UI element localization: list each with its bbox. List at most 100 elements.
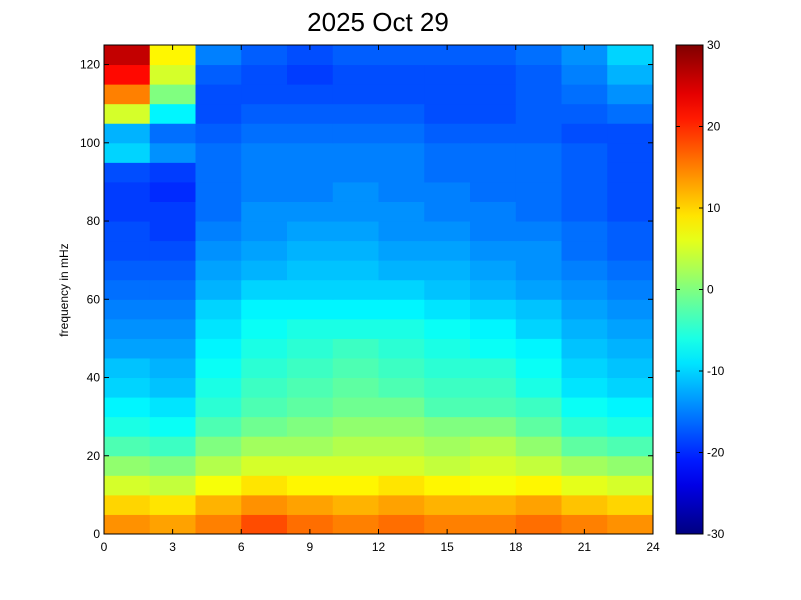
heatmap-cell [561,201,608,222]
heatmap-cell [195,436,242,457]
heatmap-cell [332,103,379,124]
heatmap-cell [470,357,517,379]
heatmap-cell [287,240,334,261]
heatmap-cell [561,123,608,144]
heatmap-cell [287,181,334,202]
heatmap-cell [104,103,151,124]
y-tick-label: 100 [80,136,100,150]
heatmap-cell [287,64,334,85]
heatmap-cell [561,260,608,281]
heatmap-cell [561,279,608,300]
heatmap-cell [378,240,425,261]
heatmap-cell [515,397,562,418]
heatmap-cell [378,84,425,105]
heatmap-cell [378,475,425,496]
heatmap-cell [287,45,334,66]
heatmap-cell [561,64,608,85]
heatmap-cell [378,455,425,476]
heatmap-cell [332,357,379,379]
heatmap-cell [515,455,562,476]
heatmap-cell [104,436,151,457]
heatmap-cell [424,103,471,124]
heatmap-cell [561,416,608,437]
heatmap-cell [378,377,425,398]
heatmap-cell [607,475,654,496]
heatmap-cell [470,416,517,437]
heatmap-cell [424,377,471,398]
y-tick-label: 80 [87,214,101,228]
colorbar-tick-label: 0 [707,283,714,297]
heatmap-cell [378,45,425,66]
heatmap-cell [561,45,608,66]
heatmap-cell [332,45,379,66]
heatmap-cell [195,279,242,300]
x-tick-label: 6 [238,540,245,554]
heatmap-cell [287,123,334,144]
heatmap-cell [241,84,288,105]
heatmap-cell [561,162,608,183]
heatmap-cell [104,338,151,359]
heatmap-cell [561,240,608,261]
heatmap-cell [470,201,517,222]
heatmap-cell [424,240,471,261]
heatmap-cell [195,260,242,281]
heatmap-cell [607,201,654,222]
heatmap-cell [332,64,379,85]
colorbar-tick-label: -30 [707,527,725,541]
heatmap-cell [332,514,379,535]
heatmap-cell [332,436,379,457]
heatmap-cell [607,221,654,242]
heatmap-cell [104,221,151,242]
heatmap-cell [424,416,471,437]
heatmap-cell [424,64,471,85]
heatmap-cell [287,318,334,339]
heatmap-cell [607,436,654,457]
heatmap-cell [241,436,288,457]
heatmap-cell [332,299,379,320]
heatmap-cell [470,318,517,339]
heatmap-cell [424,260,471,281]
heatmap-cell [515,260,562,281]
heatmap-cell [195,201,242,222]
heatmap-cell [149,377,196,398]
heatmap-cell [424,436,471,457]
heatmap-cell [241,279,288,300]
heatmap-cell [515,84,562,105]
y-tick-label: 40 [87,371,101,385]
heatmap-cell [104,377,151,398]
heatmap-cell [607,494,654,515]
heatmap-cell [287,377,334,398]
heatmap-cell [149,103,196,124]
heatmap-cell [287,475,334,496]
heatmap-cell [561,221,608,242]
heatmap-cell [470,123,517,144]
heatmap-cell [561,142,608,163]
heatmap-cell [470,514,517,535]
heatmap-cell [378,279,425,300]
heatmap-cell [241,103,288,124]
heatmap-cell [195,416,242,437]
heatmap-cell [515,45,562,66]
heatmap-cell [607,103,654,124]
heatmap-cell [241,240,288,261]
heatmap-cell [470,181,517,202]
heatmap-cell [424,221,471,242]
colorbar-tick-label: 30 [707,38,721,52]
heatmap-cell [424,514,471,535]
heatmap-cell [515,514,562,535]
heatmap-cell [470,162,517,183]
heatmap-cell [195,455,242,476]
heatmap-cell [332,181,379,202]
heatmap-cell [241,142,288,163]
heatmap-cell [515,162,562,183]
heatmap-cell [241,318,288,339]
heatmap-cell [241,221,288,242]
heatmap-cell [378,318,425,339]
heatmap-cell [561,494,608,515]
heatmap-cell [332,201,379,222]
heatmap-cell [561,318,608,339]
heatmap-cell [149,201,196,222]
heatmap-cell [332,279,379,300]
heatmap-cell [470,142,517,163]
heatmap-cell [378,221,425,242]
